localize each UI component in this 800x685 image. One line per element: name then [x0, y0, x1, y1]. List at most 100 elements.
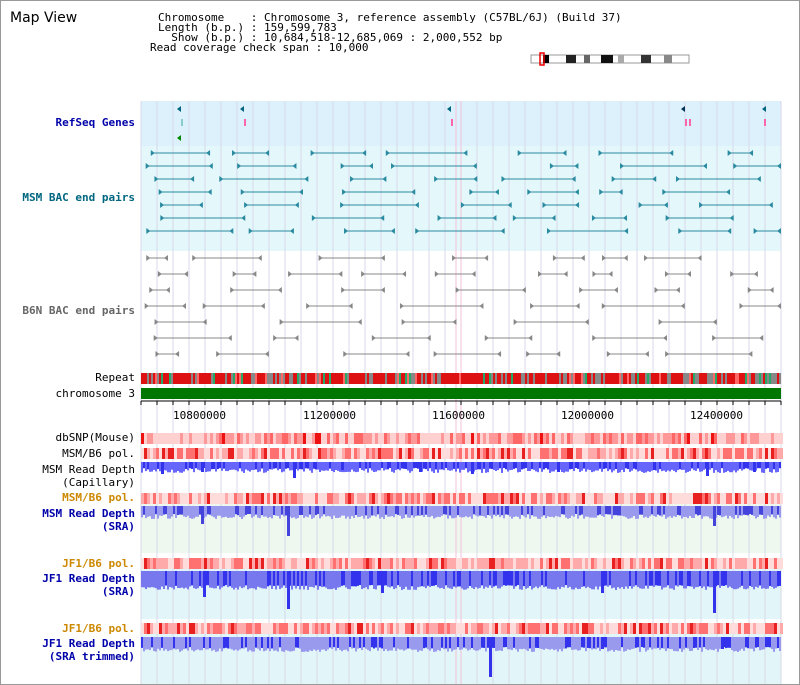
msm-cap-depth — [269, 462, 271, 470]
jf1-sra-depth — [195, 571, 197, 589]
jf1-sra-depth — [629, 571, 631, 587]
jf1-pol2-cell — [651, 623, 654, 634]
jf1-sra-depth — [599, 571, 601, 587]
msm-cap-depth — [305, 462, 307, 469]
track-refseq-genes[interactable]: RefSeq Genes — [55, 116, 135, 129]
track-jf1-b6-pol[interactable]: JF1/B6 pol. — [62, 557, 135, 570]
jf1-sra-depth — [355, 571, 357, 587]
msm-sra-depth — [681, 506, 683, 519]
msm-sra-depth — [485, 506, 487, 518]
msm-bac-pair-end — [777, 163, 781, 169]
msm-sra-depth — [529, 506, 531, 519]
msm-pol-cell — [267, 448, 270, 459]
msm-cap-depth — [719, 462, 721, 473]
msm-sra-depth — [259, 506, 261, 519]
dbsnp-cell — [525, 433, 528, 444]
repeat-segment — [753, 373, 755, 384]
track-msm-depth-sra[interactable]: MSM Read Depth — [42, 507, 135, 520]
dbsnp-cell — [258, 433, 261, 444]
jf1-sra-depth — [525, 571, 527, 589]
jf1-sra-depth — [587, 571, 589, 587]
jf1-trim-depth — [223, 637, 225, 649]
jf1-trim-depth — [141, 637, 143, 648]
msm-cap-depth — [669, 462, 671, 472]
msm-bac-pair-end — [206, 150, 211, 156]
jf1-trim-depth — [409, 637, 411, 649]
msm-sra-depth — [297, 506, 299, 519]
jf1-sra-depth — [557, 571, 559, 588]
msm-sra-depth — [325, 506, 327, 517]
track-jf1-depth-trimmed[interactable]: JF1 Read Depth — [42, 637, 135, 650]
track-b6n-bac[interactable]: B6N BAC end pairs — [22, 304, 135, 317]
jf1-sra-depth — [549, 571, 551, 589]
repeat-segment — [305, 373, 307, 384]
msm-sra-depth — [649, 506, 651, 517]
msm-pol-cell — [243, 448, 246, 459]
jf1-pol2-cell — [381, 623, 384, 634]
msm-sra-depth — [525, 506, 527, 518]
track-jf1-b6-pol-2[interactable]: JF1/B6 pol. — [62, 622, 135, 635]
dbsnp-cell — [594, 433, 597, 444]
msm-sra-depth — [631, 506, 633, 518]
msm-cap-depth — [373, 462, 375, 473]
jf1-sra-depth — [615, 571, 617, 590]
msm-sra-depth — [303, 506, 305, 518]
track-msm-bac[interactable]: MSM BAC end pairs — [22, 191, 135, 204]
jf1-trim-depth — [281, 637, 283, 652]
dbsnp-cell — [480, 433, 483, 444]
jf1-trim-depth — [345, 637, 347, 650]
track-jf1-depth-sra-sub[interactable]: (SRA) — [101, 585, 135, 598]
msm-cap-depth — [277, 462, 279, 471]
msm-cap-depth — [645, 462, 647, 473]
msm-pol2-cell — [504, 493, 507, 504]
repeat-segment — [201, 373, 203, 384]
repeat-segment — [731, 373, 733, 384]
msm-sra-depth — [365, 506, 367, 516]
b6n-bac-pair-end — [747, 287, 752, 293]
msm-pol-cell — [471, 448, 474, 459]
jf1-sra-depth — [251, 571, 253, 589]
dbsnp-cell — [642, 433, 645, 444]
jf1-sra-depth — [481, 571, 483, 586]
jf1-sra-depth — [259, 571, 261, 588]
msm-pol-cell — [435, 448, 438, 459]
msm-cap-depth — [749, 462, 751, 471]
msm-pol-cell — [540, 448, 543, 459]
track-jf1-depth-trimmed-sub[interactable]: (SRA trimmed) — [48, 650, 135, 663]
msm-bac-pair-end — [340, 202, 345, 208]
jf1-trim-depth — [523, 637, 525, 649]
jf1-trim-depth — [549, 637, 551, 650]
b6n-bac-pair-end — [341, 287, 346, 293]
b6n-bac-pair-end — [264, 351, 269, 357]
msm-pol-cell — [702, 448, 705, 459]
jf1-trim-depth — [731, 637, 733, 651]
msm-cap-depth — [687, 462, 689, 472]
msm-bac-pair-end — [501, 176, 506, 182]
repeat-segment — [467, 373, 469, 384]
msm-sra-depth — [565, 506, 567, 518]
msm-cap-depth — [591, 462, 593, 473]
msm-sra-depth — [627, 506, 629, 519]
b6n-bac-pair-end — [348, 303, 353, 309]
jf1-pol2-cell — [300, 623, 303, 634]
jf1-pol-cell — [258, 558, 261, 569]
track-jf1-depth-sra[interactable]: JF1 Read Depth — [42, 572, 135, 585]
msm-cap-depth — [429, 462, 431, 469]
jf1-sra-depth — [435, 571, 437, 586]
repeat-segment — [185, 373, 187, 384]
msm-cap-depth — [509, 462, 511, 471]
jf1-sra-depth — [585, 571, 587, 589]
repeat-segment — [327, 373, 329, 384]
jf1-pol2-cell — [564, 623, 567, 634]
jf1-pol2-cell — [159, 623, 162, 634]
track-msm-b6-pol-2[interactable]: MSM/B6 pol. — [62, 491, 135, 504]
track-msm-depth-sra-sub[interactable]: (SRA) — [101, 520, 135, 533]
jf1-trim-depth — [157, 637, 159, 649]
jf1-sra-depth — [621, 571, 623, 588]
jf1-pol-cell — [177, 558, 180, 569]
msm-sra-depth — [499, 506, 501, 518]
jf1-pol-cell — [708, 558, 711, 569]
gene-marker — [451, 119, 453, 126]
b6n-bac-pair-end — [777, 303, 781, 309]
repeat-segment — [547, 373, 549, 384]
